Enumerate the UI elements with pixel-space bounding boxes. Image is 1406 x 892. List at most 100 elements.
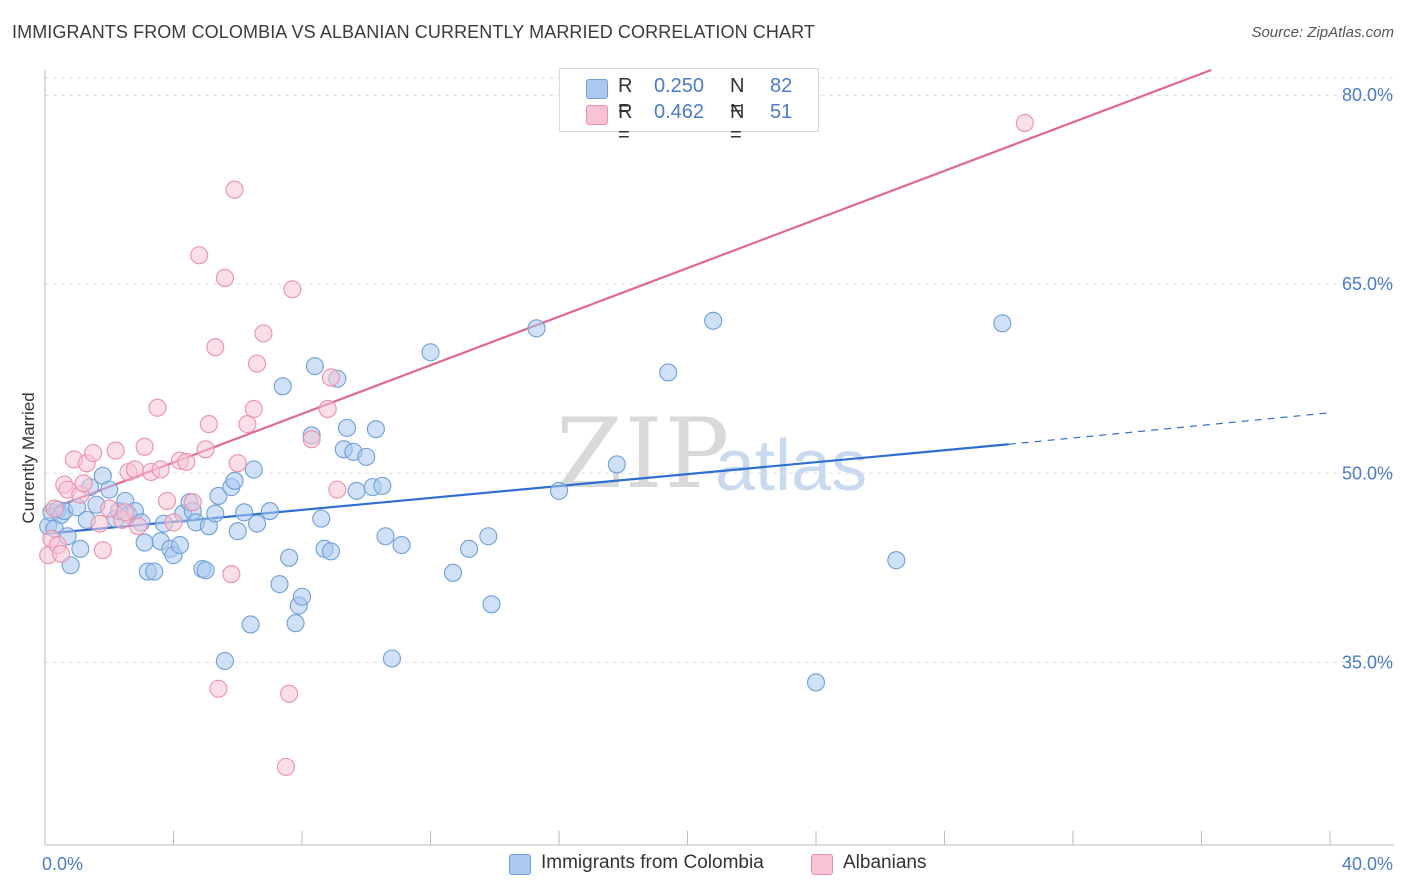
point-colombia — [337, 418, 357, 437]
point-colombia — [280, 548, 299, 567]
point-colombia — [479, 527, 498, 546]
y-axis-label: Currently Married — [19, 392, 38, 523]
point-albanian — [215, 268, 234, 287]
point-colombia — [527, 319, 546, 338]
point-albanian — [125, 460, 144, 479]
point-colombia — [993, 314, 1012, 333]
point-albanian — [328, 480, 347, 499]
legend-r-value: 0.250 — [654, 75, 705, 97]
point-albanian — [148, 398, 167, 417]
point-colombia — [357, 447, 376, 466]
y-tick-label: 80.0% — [1342, 85, 1393, 105]
trend-line-albanians — [44, 68, 1212, 513]
trend-line-colombia-extension — [1008, 412, 1331, 445]
point-albanian — [225, 180, 244, 199]
point-colombia — [305, 357, 324, 376]
point-colombia — [659, 363, 678, 382]
point-albanian — [158, 491, 177, 511]
point-colombia — [273, 377, 292, 396]
point-albanian — [318, 399, 337, 419]
point-albanian — [280, 684, 299, 703]
x-tick-label: 0.0% — [42, 854, 83, 874]
point-albanian — [52, 544, 71, 563]
point-albanian — [151, 460, 170, 479]
chart-title: IMMIGRANTS FROM COLOMBIA VS ALBANIAN CUR… — [12, 22, 815, 42]
point-colombia — [382, 649, 402, 668]
point-albanian — [247, 354, 267, 373]
x-tick-labels: 0.0% 40.0% — [42, 854, 1393, 874]
point-colombia — [312, 509, 331, 528]
point-albanian — [321, 368, 340, 387]
point-colombia — [270, 575, 289, 594]
point-colombia — [170, 536, 189, 555]
legend-swatch-pink — [811, 854, 833, 875]
y-tick-label: 35.0% — [1342, 652, 1393, 672]
axes — [44, 70, 1394, 846]
legend-label-albanians: Albanians — [843, 852, 927, 873]
point-colombia — [71, 539, 90, 558]
legend-r-value: 0.462 — [654, 101, 705, 123]
point-albanian — [238, 415, 257, 434]
watermark-zip: ZIP — [556, 398, 732, 510]
point-albanian — [116, 503, 135, 522]
point-albanian — [106, 441, 125, 460]
point-colombia — [241, 615, 260, 634]
legend-swatch-pink — [586, 105, 608, 125]
point-albanian — [283, 280, 302, 299]
point-albanian — [183, 493, 202, 512]
point-albanian — [209, 679, 228, 698]
point-albanian — [129, 517, 148, 536]
point-colombia — [321, 542, 340, 561]
point-albanian — [45, 499, 64, 518]
y-tick-label: 65.0% — [1342, 274, 1393, 294]
point-colombia — [373, 476, 392, 495]
y-tick-label: 50.0% — [1342, 463, 1393, 483]
point-colombia — [392, 536, 411, 555]
correlation-legend: R = 0.250 N = 82 R = 0.462 N = 51 — [559, 68, 819, 146]
point-colombia — [549, 481, 569, 500]
point-colombia — [244, 460, 263, 479]
point-albanian — [93, 541, 112, 560]
point-colombia — [443, 563, 463, 582]
legend-swatch-blue — [509, 854, 531, 875]
legend-r-label: R = — [618, 101, 633, 146]
point-colombia — [607, 455, 626, 474]
point-colombia — [347, 481, 366, 500]
point-albanian — [276, 757, 295, 776]
point-albanian — [254, 324, 273, 343]
watermark-atlas: atlas — [715, 426, 868, 506]
point-colombia — [366, 420, 385, 439]
point-albanian — [164, 513, 183, 532]
point-colombia — [209, 486, 228, 505]
point-colombia — [215, 651, 234, 671]
legend-r-label: R = — [618, 75, 633, 120]
point-albanian — [135, 437, 154, 456]
point-albanian — [190, 246, 209, 265]
legend-n-label: N = — [730, 75, 745, 120]
point-albanian — [244, 399, 263, 419]
point-albanian — [196, 440, 215, 459]
point-colombia — [100, 480, 119, 499]
point-colombia — [206, 504, 225, 523]
point-colombia — [196, 561, 215, 580]
point-colombia — [376, 527, 395, 546]
point-colombia — [806, 673, 826, 692]
point-colombia — [228, 522, 247, 541]
point-colombia — [247, 514, 267, 533]
point-albanian — [1015, 113, 1034, 132]
legend-n-value: 51 — [770, 101, 793, 123]
point-colombia — [235, 503, 254, 522]
point-colombia — [704, 311, 723, 330]
legend-n-value: 82 — [770, 75, 793, 97]
point-colombia — [145, 562, 164, 581]
data-points — [39, 113, 1034, 776]
point-albanian — [199, 415, 218, 434]
point-albanian — [206, 338, 225, 357]
point-colombia — [887, 551, 906, 570]
point-colombia — [286, 614, 305, 633]
series-legend: Immigrants from Colombia Albanians — [0, 852, 1406, 878]
x-tick-label: 40.0% — [1342, 854, 1393, 874]
point-albanian — [84, 444, 103, 463]
point-colombia — [292, 587, 312, 606]
